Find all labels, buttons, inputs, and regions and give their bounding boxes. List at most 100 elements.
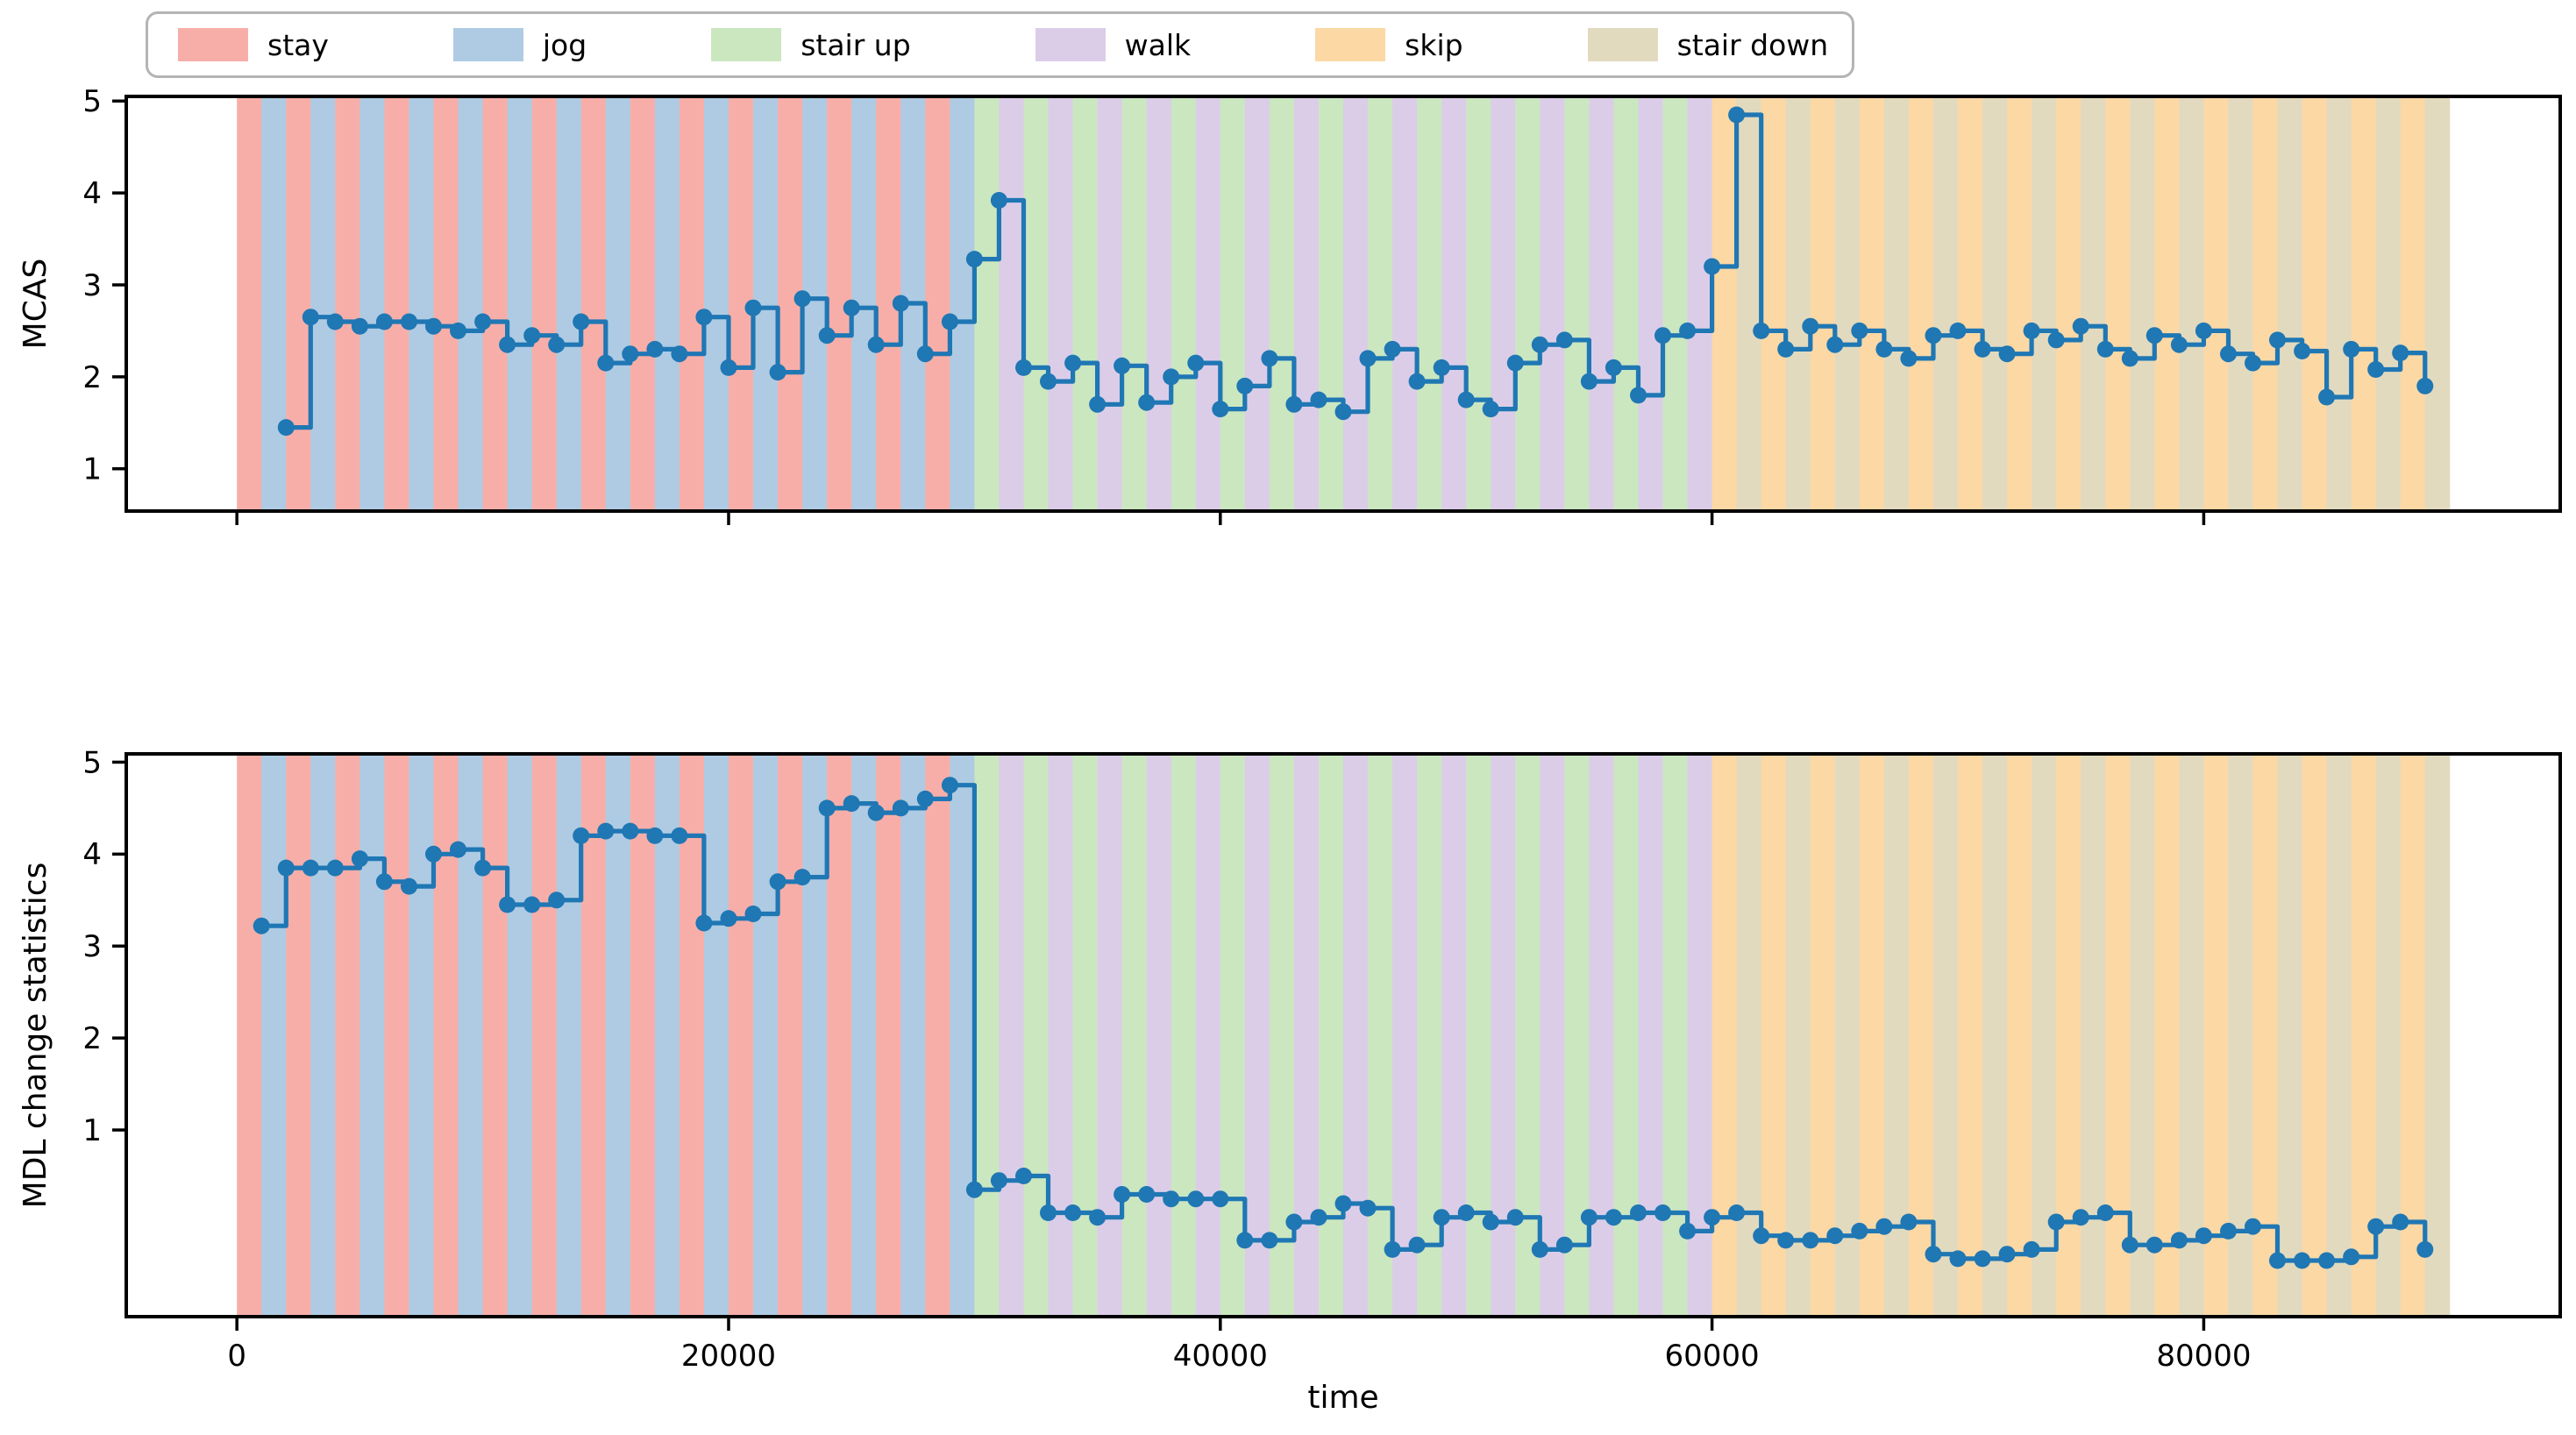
data-point [1310, 391, 1327, 408]
data-point [2269, 1252, 2286, 1269]
data-point [2416, 1240, 2434, 1258]
band-walk [1491, 96, 1516, 511]
band-stair-down [1982, 96, 2008, 511]
data-point [1433, 1209, 1450, 1226]
data-point [793, 290, 811, 308]
data-point [1261, 350, 1278, 367]
band-skip [1958, 96, 1983, 511]
band-skip [1761, 754, 1787, 1317]
data-point [2392, 345, 2409, 362]
data-point [2047, 331, 2065, 349]
data-point [1605, 1209, 1622, 1226]
band-stair-up [974, 96, 1000, 511]
data-point [769, 873, 786, 891]
data-point [277, 419, 295, 437]
data-point [1998, 345, 2016, 363]
data-point [2072, 1209, 2089, 1226]
band-jog [654, 96, 680, 511]
band-walk [1638, 754, 1664, 1317]
data-point [2121, 350, 2138, 367]
data-point [1433, 359, 1450, 376]
band-stair-up [1564, 96, 1590, 511]
data-point [1408, 1236, 1426, 1254]
data-point [916, 790, 934, 807]
data-point [695, 914, 713, 932]
data-point [1704, 1209, 1721, 1226]
band-stay [679, 96, 705, 511]
data-point [622, 345, 639, 363]
band-walk [1195, 754, 1221, 1317]
band-walk [1540, 754, 1565, 1317]
band-skip [2007, 96, 2032, 511]
band-jog [409, 754, 435, 1317]
data-point [1064, 1204, 1082, 1221]
band-stair-down [1834, 754, 1861, 1317]
data-point [1949, 322, 1967, 339]
band-stair-up [1171, 96, 1197, 511]
data-point [573, 827, 590, 844]
data-point [1974, 1250, 1991, 1268]
data-point [916, 345, 934, 363]
band-walk [1343, 754, 1369, 1317]
data-point [2072, 317, 2089, 335]
data-point [1900, 1213, 1918, 1231]
data-point [990, 1172, 1007, 1190]
legend-item-stair-up: stair up [711, 27, 911, 62]
data-point [622, 822, 639, 840]
data-point [1163, 1190, 1180, 1208]
data-point [1334, 1195, 1352, 1212]
ylabel-mcas: MCAS [18, 259, 53, 350]
legend-item-skip: skip [1315, 28, 1463, 62]
band-stay [679, 754, 705, 1317]
legend-label: stair down [1676, 27, 1829, 62]
data-point [1826, 1227, 1844, 1245]
band-jog [359, 754, 385, 1317]
legend-label: stay [267, 27, 329, 62]
data-point [843, 299, 860, 316]
data-point [1482, 401, 1499, 418]
data-point [1679, 1222, 1697, 1240]
data-point [302, 859, 319, 877]
band-stair-down [2032, 754, 2057, 1317]
data-point [351, 317, 368, 335]
data-point [302, 309, 319, 326]
band-jog [310, 96, 336, 511]
band-stair-up [1515, 96, 1541, 511]
data-point [450, 322, 466, 339]
band-stair-up [1121, 96, 1148, 511]
band-walk [1048, 754, 1074, 1317]
subplot-mcas: 1 2 3 4 5 MCAS [18, 84, 2562, 525]
data-point [720, 910, 737, 927]
band-skip [2302, 96, 2328, 511]
y-tick-label: 3 [82, 929, 102, 964]
data-point [2220, 345, 2237, 363]
data-point [401, 877, 417, 895]
band-stair-down [2130, 96, 2155, 511]
series-markers-mcas [277, 106, 2434, 437]
legend-swatch-stair-up [711, 28, 782, 61]
data-point [2047, 1213, 2065, 1231]
data-point [965, 1181, 983, 1198]
band-jog [458, 754, 484, 1317]
legend-label: stair up [801, 27, 911, 62]
x-tick-label: 80000 [2156, 1339, 2251, 1374]
data-point [2245, 1218, 2261, 1235]
band-stay [630, 96, 656, 511]
band-walk [1293, 754, 1320, 1317]
band-walk [1146, 96, 1172, 511]
data-point [1261, 1232, 1278, 1249]
band-stair-down [2375, 96, 2402, 511]
band-stay [728, 754, 754, 1317]
band-stay [827, 754, 852, 1317]
data-point [1998, 1246, 2016, 1263]
data-point [1875, 340, 1893, 358]
data-point [597, 354, 615, 372]
band-jog [950, 754, 975, 1317]
data-point [1753, 1227, 1770, 1245]
band-stair-up [1368, 96, 1393, 511]
x-tick-label: 0 [227, 1339, 246, 1374]
band-stair-up [1368, 754, 1393, 1317]
band-jog [851, 754, 877, 1317]
data-point [1925, 327, 1942, 345]
